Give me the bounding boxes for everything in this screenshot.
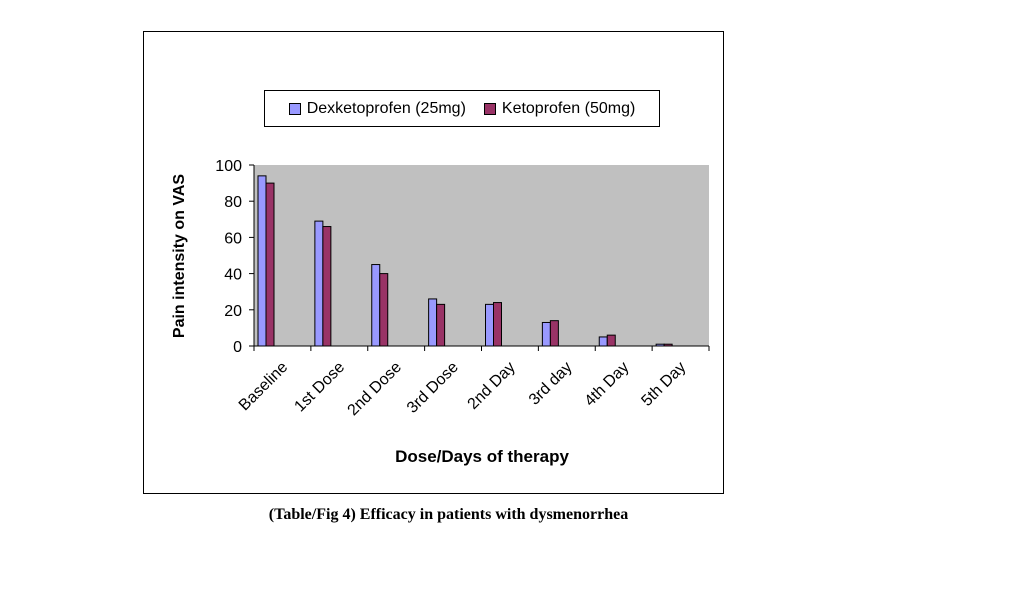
bar-ketoprofen xyxy=(663,343,673,347)
x-tick-label: 2nd Day xyxy=(465,359,519,413)
figure-caption: (Table/Fig 4) Efficacy in patients with … xyxy=(268,506,629,523)
x-tick-label: Baseline xyxy=(236,359,291,414)
y-tick-label: 80 xyxy=(224,194,242,211)
bar-ketoprofen xyxy=(379,273,389,347)
x-tick-label: 2nd Dose xyxy=(345,359,406,420)
legend-item-ketoprofen: Ketoprofen (50mg) xyxy=(483,99,636,118)
legend-item-dexketoprofen: Dexketoprofen (25mg) xyxy=(288,99,466,118)
bar-dexketoprofen xyxy=(541,321,551,347)
bar-dexketoprofen xyxy=(257,175,267,347)
y-tick-label: 60 xyxy=(224,230,242,247)
y-axis: 0 20 40 60 80 100 xyxy=(215,158,255,356)
y-axis-title: Pain intensity on VAS xyxy=(171,174,188,339)
x-tick-label: 1st Dose xyxy=(291,359,348,416)
bar-ketoprofen xyxy=(322,226,332,347)
bar-dexketoprofen xyxy=(314,220,324,347)
bar-ketoprofen xyxy=(493,302,502,347)
bar-dexketoprofen xyxy=(485,303,494,347)
bar-ketoprofen xyxy=(606,334,616,347)
x-tick-label: 3rd Dose xyxy=(404,359,462,417)
bar-ketoprofen xyxy=(265,182,275,347)
x-tick-label: 4th Day xyxy=(582,359,633,410)
legend-label-ketoprofen: Ketoprofen (50mg) xyxy=(501,99,636,117)
bars xyxy=(257,175,673,347)
y-tick-label: 100 xyxy=(215,158,242,175)
legend-swatch-ketoprofen xyxy=(483,102,496,115)
bar-dexketoprofen xyxy=(598,336,608,347)
legend-label-dexketoprofen: Dexketoprofen (25mg) xyxy=(306,99,466,117)
bar-ketoprofen xyxy=(436,303,446,347)
y-tick-label: 40 xyxy=(224,267,242,284)
bar-dexketoprofen xyxy=(428,298,438,347)
y-tick-label: 20 xyxy=(224,303,242,320)
x-tick-label: 3rd day xyxy=(526,359,576,409)
y-tick-label: 0 xyxy=(233,339,242,356)
legend-swatch-dexketoprofen xyxy=(288,102,301,115)
bar-dexketoprofen xyxy=(371,264,381,347)
bar-dexketoprofen xyxy=(655,343,665,347)
chart-legend: Dexketoprofen (25mg) Ketoprofen (50mg) xyxy=(264,90,660,127)
bar-ketoprofen xyxy=(549,320,559,347)
x-axis-title: Dose/Days of therapy xyxy=(395,447,569,466)
x-tick-label: 5th Day xyxy=(638,359,689,410)
